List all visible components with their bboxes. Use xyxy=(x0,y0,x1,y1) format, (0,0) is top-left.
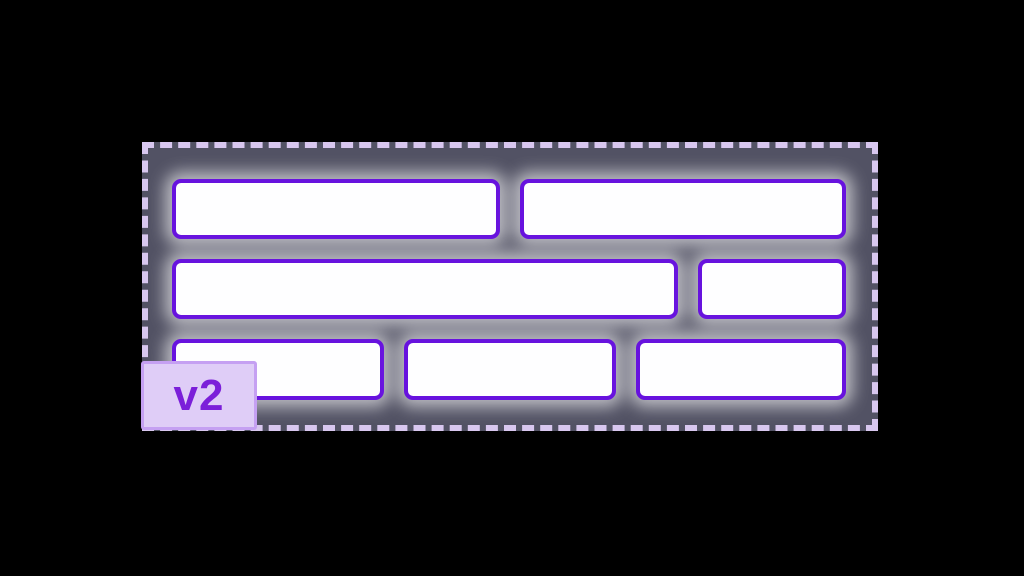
version-badge: v2 xyxy=(141,361,257,430)
skeleton-block xyxy=(172,339,384,400)
skeleton-block xyxy=(520,179,846,239)
skeleton-row xyxy=(172,259,846,319)
skeleton-block xyxy=(698,259,846,319)
skeleton-rows xyxy=(148,148,872,425)
wireframe-panel xyxy=(142,142,878,431)
skeleton-block xyxy=(172,179,500,239)
skeleton-block xyxy=(636,339,846,400)
skeleton-row xyxy=(172,339,846,400)
version-badge-label: v2 xyxy=(173,370,225,420)
skeleton-block xyxy=(404,339,616,400)
skeleton-block xyxy=(172,259,678,319)
skeleton-row xyxy=(172,179,846,239)
